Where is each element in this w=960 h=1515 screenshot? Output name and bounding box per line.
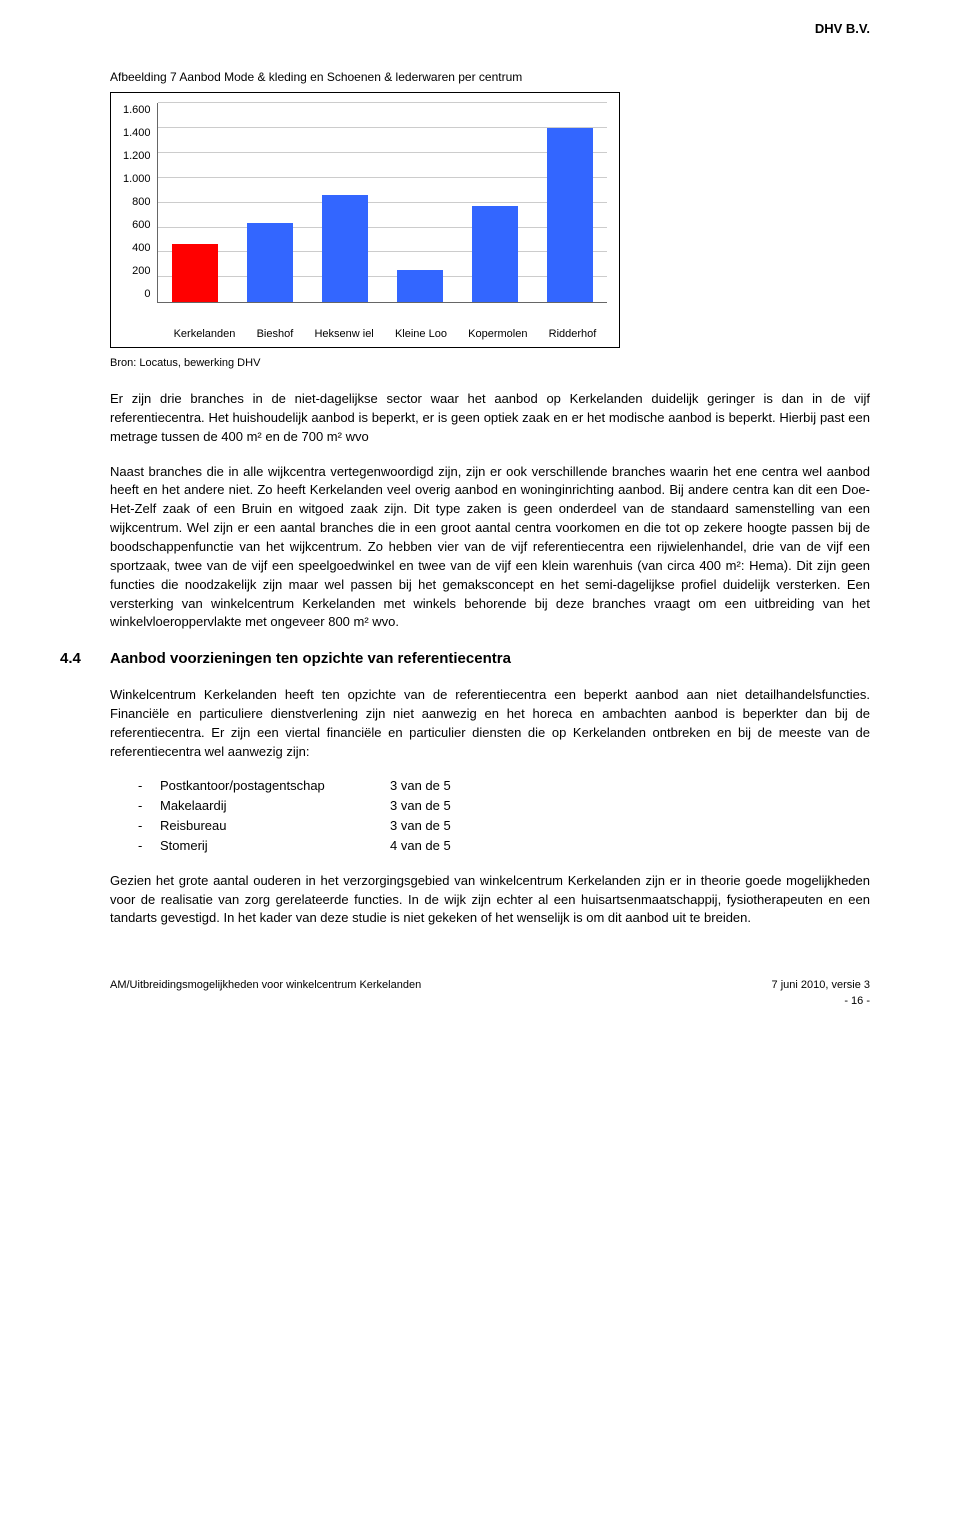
list-item-label: Makelaardij — [160, 797, 390, 816]
bars-container — [158, 103, 607, 302]
paragraph-1: Er zijn drie branches in de niet-dagelij… — [110, 390, 870, 447]
paragraph-3: Winkelcentrum Kerkelanden heeft ten opzi… — [110, 686, 870, 761]
x-tick-label: Ridderhof — [549, 327, 597, 343]
y-axis: 1.600 1.400 1.200 1.000 800 600 400 200 0 — [123, 103, 157, 303]
bar — [247, 223, 293, 303]
body-text: Er zijn drie branches in de niet-dagelij… — [110, 390, 870, 632]
figure-source: Bron: Locatus, bewerking DHV — [110, 356, 870, 372]
section-title: Aanbod voorzieningen ten opzichte van re… — [110, 648, 511, 670]
y-tick-label: 0 — [144, 287, 150, 303]
footer-date: 7 juni 2010, versie 3 — [772, 978, 870, 994]
x-axis-labels: Kerkelanden Bieshof Heksenw iel Kleine Loo K… — [123, 327, 607, 343]
bar — [547, 128, 593, 302]
x-tick-label: Bieshof — [257, 327, 294, 343]
service-list: -Postkantoor/postagentschap3 van de 5-Ma… — [138, 777, 870, 855]
body-text-2: Winkelcentrum Kerkelanden heeft ten opzi… — [110, 686, 870, 761]
bar — [472, 206, 518, 302]
y-tick-label: 1.000 — [123, 172, 151, 188]
y-tick-label: 800 — [132, 195, 150, 211]
y-tick-label: 200 — [132, 264, 150, 280]
figure-title: Afbeelding 7 Aanbod Mode & kleding en Sc… — [110, 69, 870, 86]
page-footer: AM/Uitbreidingsmogelijkheden voor winkel… — [110, 978, 870, 1010]
x-tick-label: Heksenw iel — [314, 327, 373, 343]
section-number: 4.4 — [60, 648, 110, 670]
list-item: -Reisbureau3 van de 5 — [138, 817, 870, 836]
list-dash: - — [138, 817, 160, 836]
paragraph-4: Gezien het grote aantal ouderen in het v… — [110, 872, 870, 929]
list-dash: - — [138, 777, 160, 796]
x-tick-label: Kopermolen — [468, 327, 527, 343]
footer-right: 7 juni 2010, versie 3 - 16 - — [772, 978, 870, 1010]
bar — [397, 270, 443, 302]
x-tick-label: Kerkelanden — [174, 327, 236, 343]
y-tick-label: 400 — [132, 241, 150, 257]
section-heading: 4.4 Aanbod voorzieningen ten opzichte va… — [110, 648, 870, 670]
list-item-value: 3 van de 5 — [390, 777, 451, 796]
plot-area — [157, 103, 607, 303]
x-tick-label: Kleine Loo — [395, 327, 447, 343]
y-tick-label: 600 — [132, 218, 150, 234]
list-item: -Stomerij4 van de 5 — [138, 837, 870, 856]
list-item-value: 3 van de 5 — [390, 817, 451, 836]
list-item-label: Postkantoor/postagentschap — [160, 777, 390, 796]
bar — [172, 244, 218, 302]
y-tick-label: 1.200 — [123, 149, 151, 165]
list-dash: - — [138, 797, 160, 816]
paragraph-2: Naast branches die in alle wijkcentra ve… — [110, 463, 870, 633]
list-item-label: Stomerij — [160, 837, 390, 856]
y-tick-label: 1.600 — [123, 103, 151, 119]
company-name: DHV B.V. — [110, 20, 870, 39]
bar — [322, 195, 368, 302]
footer-left: AM/Uitbreidingsmogelijkheden voor winkel… — [110, 978, 421, 1010]
list-item-value: 4 van de 5 — [390, 837, 451, 856]
list-item: -Postkantoor/postagentschap3 van de 5 — [138, 777, 870, 796]
list-dash: - — [138, 837, 160, 856]
bar-chart: 1.600 1.400 1.200 1.000 800 600 400 200 0 — [123, 103, 607, 325]
y-tick-label: 1.400 — [123, 126, 151, 142]
list-item-label: Reisbureau — [160, 817, 390, 836]
body-text-3: Gezien het grote aantal ouderen in het v… — [110, 872, 870, 929]
list-item-value: 3 van de 5 — [390, 797, 451, 816]
footer-page: - 16 - — [772, 994, 870, 1010]
list-item: -Makelaardij3 van de 5 — [138, 797, 870, 816]
chart-frame: 1.600 1.400 1.200 1.000 800 600 400 200 0 Kerkel… — [110, 92, 620, 348]
